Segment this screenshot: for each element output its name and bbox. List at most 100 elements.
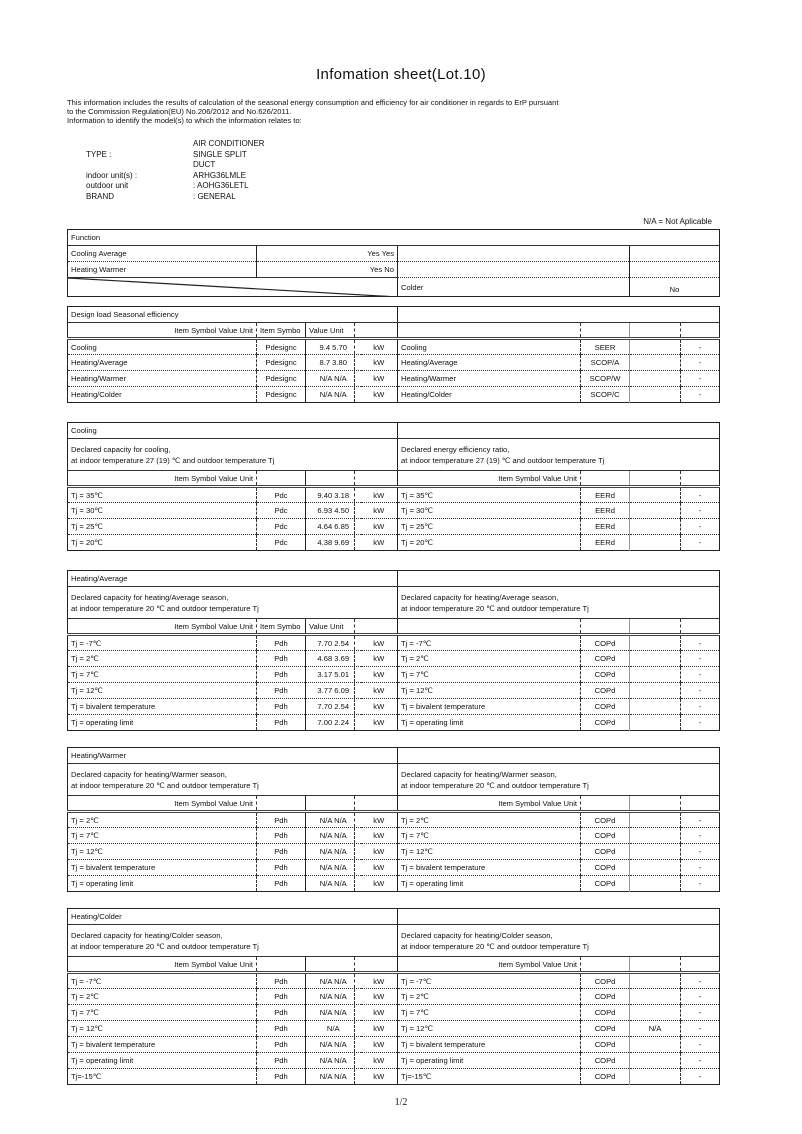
header-right-value bbox=[629, 956, 681, 974]
row-symbol: Pdh bbox=[256, 682, 306, 699]
row-right-label: Tj = bivalent temperature bbox=[397, 859, 581, 876]
intro-line: This information includes the results of… bbox=[67, 98, 559, 107]
row-right-label: Tj = -7℃ bbox=[397, 972, 581, 989]
row-right-symbol: COPd bbox=[580, 972, 630, 989]
row-right-symbol: EERd bbox=[580, 502, 630, 519]
table-row: Heating/Warmer Pdesignc N/A N/A kW Heati… bbox=[67, 370, 720, 387]
row-value-text: N/A N/A bbox=[319, 374, 347, 383]
row-right-dash: - bbox=[680, 370, 720, 387]
ident-value: DUCT bbox=[193, 160, 216, 170]
function-right-value: No bbox=[628, 277, 720, 297]
header-unit bbox=[360, 322, 398, 340]
row-label: Tj=-15℃ bbox=[67, 1068, 257, 1085]
row-right-value bbox=[629, 666, 681, 683]
header-right-symbol bbox=[580, 795, 630, 813]
row-value-text: 9.4 5.70 bbox=[319, 342, 347, 352]
ident-key: TYPE : bbox=[86, 149, 112, 159]
header-symbol bbox=[256, 795, 306, 813]
header-right-dash bbox=[680, 322, 720, 340]
header-right-dash bbox=[680, 956, 720, 974]
row-symbol: Pdh bbox=[256, 1020, 306, 1037]
row-value-text: 4.38 9.69 bbox=[317, 538, 350, 547]
row-right-value bbox=[629, 859, 681, 876]
row-unit: kW bbox=[360, 634, 398, 651]
row-unit: kW bbox=[360, 988, 398, 1005]
row-right-dash: - bbox=[680, 1036, 720, 1053]
row-unit: kW bbox=[360, 338, 398, 355]
row-label: Tj = -7℃ bbox=[67, 972, 257, 989]
function-row: Heating Warmer Yes No bbox=[67, 261, 720, 278]
header-unit bbox=[360, 795, 398, 813]
row-unit: kW bbox=[360, 698, 398, 715]
row-right-symbol: COPd bbox=[580, 843, 630, 860]
ident-value: ARHG36LMLE bbox=[193, 170, 246, 180]
row-unit: kW bbox=[360, 1068, 398, 1085]
table-row: Cooling Pdesignc 9.4 5.70 kW Cooling SEE… bbox=[67, 338, 720, 355]
row-value-text: 4.64 6.85 bbox=[317, 522, 350, 531]
section-title-right bbox=[397, 306, 720, 323]
intro-line: to the Commission Regulation(EU) No.206/… bbox=[67, 107, 292, 116]
section-table: Design load Seasonal efficiency Item Symb… bbox=[67, 306, 721, 403]
row-value: 4.64 6.85 bbox=[305, 518, 361, 535]
row-right-dash: - bbox=[680, 486, 720, 503]
header-value: Value Unit bbox=[305, 618, 361, 636]
section-title-right bbox=[397, 570, 720, 587]
row-value: N/A N/A bbox=[305, 1004, 361, 1021]
row-label: Tj = 20℃ bbox=[67, 534, 257, 551]
section-title: Heating/Warmer bbox=[67, 747, 398, 764]
row-right-dash: - bbox=[680, 338, 720, 355]
row-right-label: Tj = 30℃ bbox=[397, 502, 581, 519]
row-value-text: N/A N/A bbox=[319, 863, 347, 872]
row-unit: kW bbox=[360, 972, 398, 989]
table-row: Tj = 2℃ Pdh 4.68 3.69 kW Tj = 2℃ COPd - bbox=[67, 650, 720, 667]
row-value: 7.00 2.24 bbox=[305, 714, 361, 731]
row-unit: kW bbox=[360, 1052, 398, 1069]
function-value: Yes Yes bbox=[256, 245, 398, 262]
row-symbol: Pdh bbox=[256, 714, 306, 731]
row-value-text: N/A N/A bbox=[319, 1040, 347, 1049]
row-right-label: Tj = 12℃ bbox=[397, 682, 581, 699]
row-right-dash: - bbox=[680, 534, 720, 551]
row-label: Heating/Average bbox=[67, 354, 257, 371]
row-value-text: N/A bbox=[326, 1024, 340, 1033]
row-right-label: Tj = operating limit bbox=[397, 875, 581, 892]
row-label: Tj = 2℃ bbox=[67, 988, 257, 1005]
desc-left: Declared capacity for heating/Colder sea… bbox=[67, 924, 398, 957]
row-right-value bbox=[629, 338, 681, 355]
ident-row: outdoor unit: AOHG36LETL bbox=[86, 181, 265, 192]
row-label: Tj = 2℃ bbox=[67, 650, 257, 667]
function-value: Yes No bbox=[256, 261, 398, 278]
ident-key: outdoor unit bbox=[86, 181, 129, 191]
row-value-text: 3.77 6.09 bbox=[317, 686, 350, 695]
row-label: Tj = 2℃ bbox=[67, 811, 257, 828]
row-symbol: Pdc bbox=[256, 518, 306, 535]
row-right-label: Tj = operating limit bbox=[397, 714, 581, 731]
table-row: Tj = operating limit Pdh 7.00 2.24 kW Tj… bbox=[67, 714, 720, 731]
row-unit: kW bbox=[360, 1004, 398, 1021]
row-value: N/A N/A bbox=[305, 972, 361, 989]
row-unit: kW bbox=[360, 370, 398, 387]
row-symbol: Pdesignc bbox=[256, 354, 306, 371]
row-right-symbol: EERd bbox=[580, 518, 630, 535]
row-right-label: Tj = 2℃ bbox=[397, 988, 581, 1005]
row-right-symbol: COPd bbox=[580, 714, 630, 731]
ident-value: : GENERAL bbox=[193, 191, 236, 201]
row-value-text: N/A N/A bbox=[319, 815, 347, 825]
row-right-symbol: SCOP/W bbox=[580, 370, 630, 387]
row-value: N/A N/A bbox=[305, 827, 361, 844]
page-number: 1/2 bbox=[394, 1097, 408, 1108]
row-right-dash: - bbox=[680, 650, 720, 667]
intro-line: Information to identify the model(s) to … bbox=[67, 116, 302, 125]
table-row: Tj = 2℃ Pdh N/A N/A kW Tj = 2℃ COPd - bbox=[67, 811, 720, 828]
row-unit: kW bbox=[360, 682, 398, 699]
row-right-value bbox=[629, 1068, 681, 1085]
function-row: Colder No bbox=[68, 277, 720, 297]
row-value: 9.4 5.70 bbox=[305, 338, 361, 355]
ident-row: DUCT bbox=[86, 160, 265, 171]
row-value: 3.77 6.09 bbox=[305, 682, 361, 699]
row-right-label: Tj = bivalent temperature bbox=[397, 1036, 581, 1053]
header-right-value bbox=[629, 618, 681, 636]
row-right-dash: - bbox=[680, 859, 720, 876]
row-right-value bbox=[629, 811, 681, 828]
row-value-text: N/A N/A bbox=[319, 390, 347, 399]
